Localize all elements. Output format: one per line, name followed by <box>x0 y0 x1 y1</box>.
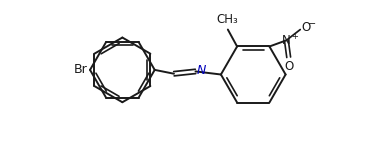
Text: O: O <box>284 60 293 73</box>
Text: N: N <box>196 64 206 77</box>
Text: O: O <box>302 21 311 34</box>
Text: N: N <box>282 34 291 47</box>
Text: −: − <box>308 19 316 29</box>
Text: CH₃: CH₃ <box>216 13 238 26</box>
Text: +: + <box>291 32 298 41</box>
Text: Br: Br <box>74 63 88 76</box>
